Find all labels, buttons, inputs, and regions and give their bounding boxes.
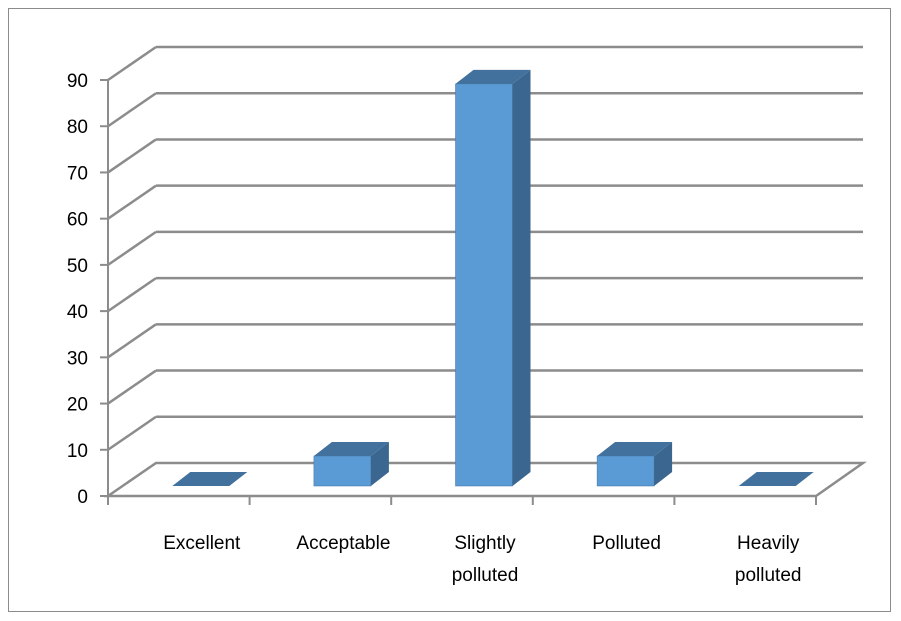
bars	[172, 69, 814, 487]
x-tick-label: Slightly polluted	[452, 533, 519, 586]
gridline-diagonal	[107, 415, 157, 451]
x-tick-label: Acceptable	[296, 533, 390, 554]
bar-front	[455, 83, 513, 487]
bar-side	[512, 69, 531, 486]
bar-slightly-polluted	[455, 69, 531, 487]
y-tick-label: 80	[67, 117, 88, 138]
gridline-diagonal	[107, 230, 157, 266]
y-tick-label: 0	[77, 487, 88, 508]
y-tick-label: 60	[67, 210, 88, 231]
bar-polluted	[596, 441, 673, 487]
gridline-diagonal	[107, 92, 157, 128]
bar-top	[738, 472, 814, 486]
floor-plane	[103, 461, 867, 498]
y-tick-label: 10	[67, 441, 88, 462]
x-tick-label: Heavily polluted	[735, 533, 802, 586]
bar-side	[370, 441, 389, 486]
bar-front	[313, 455, 372, 487]
gridline-diagonal	[107, 184, 157, 220]
gridline-diagonal	[107, 277, 157, 313]
bar-excellent	[172, 472, 248, 486]
y-tick-label: 50	[67, 256, 88, 277]
bar-heavily-polluted	[738, 472, 814, 486]
y-tick-label: 20	[67, 395, 88, 416]
y-tick-label: 40	[67, 302, 88, 323]
y-tick-label: 30	[67, 348, 88, 369]
gridline-diagonal	[107, 369, 157, 405]
x-tick-labels: Excellent Acceptable Slightly polluted Pollu…	[163, 533, 801, 586]
bar-top	[313, 441, 389, 456]
bar-side	[654, 441, 673, 486]
bar-acceptable	[313, 441, 389, 487]
axes	[100, 79, 867, 505]
bar-top	[597, 441, 673, 456]
chart-frame	[8, 8, 891, 612]
bar-top	[172, 472, 248, 486]
y-tick-label: 70	[67, 163, 88, 184]
bar-top	[455, 69, 531, 84]
x-tick-label: Polluted	[592, 533, 661, 554]
gridline-diagonal	[107, 323, 157, 359]
gridline-diagonal	[107, 45, 157, 82]
gridline-diagonal	[107, 138, 157, 174]
y-tick-label: 90	[67, 71, 88, 92]
x-tick-label: Excellent	[163, 533, 241, 554]
bar-front	[596, 455, 655, 487]
y-tick-labels: 0 10 20 30 40 50 60 70 80 90	[67, 71, 88, 508]
